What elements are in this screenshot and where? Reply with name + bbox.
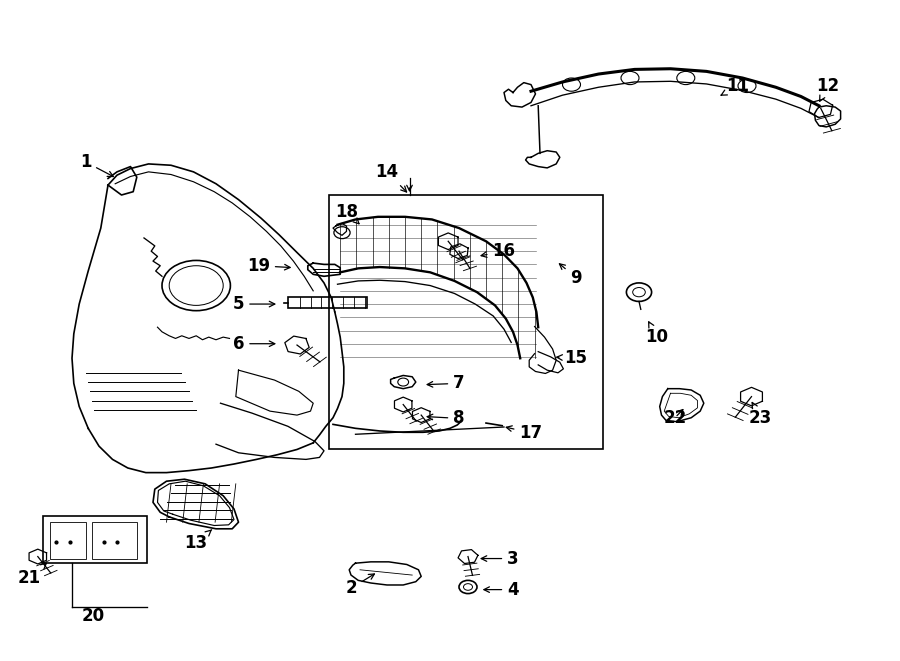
Text: 9: 9 [560,264,581,287]
Text: 21: 21 [17,563,46,588]
Text: 12: 12 [816,77,840,101]
Text: 16: 16 [482,242,516,260]
Text: 8: 8 [428,409,464,428]
Text: 1: 1 [80,153,113,176]
Text: 23: 23 [749,403,772,427]
Text: 20: 20 [81,607,104,625]
Bar [50,522,86,559]
Text: 13: 13 [184,529,212,553]
Text: 2: 2 [346,574,374,598]
Text: 19: 19 [247,256,290,275]
Bar [328,195,603,449]
Text: 11: 11 [721,77,750,95]
Bar [43,516,147,563]
Text: 17: 17 [507,424,543,442]
Text: 18: 18 [335,202,359,224]
Text: 10: 10 [645,322,669,346]
Text: 22: 22 [663,408,687,427]
Bar [288,297,367,308]
Bar [92,522,137,559]
Text: 6: 6 [233,334,274,353]
Text: 5: 5 [233,295,274,313]
Text: 4: 4 [484,580,518,599]
Text: 15: 15 [557,349,588,368]
Text: 3: 3 [482,549,518,568]
Text: 14: 14 [375,163,407,192]
Text: 7: 7 [428,374,464,393]
